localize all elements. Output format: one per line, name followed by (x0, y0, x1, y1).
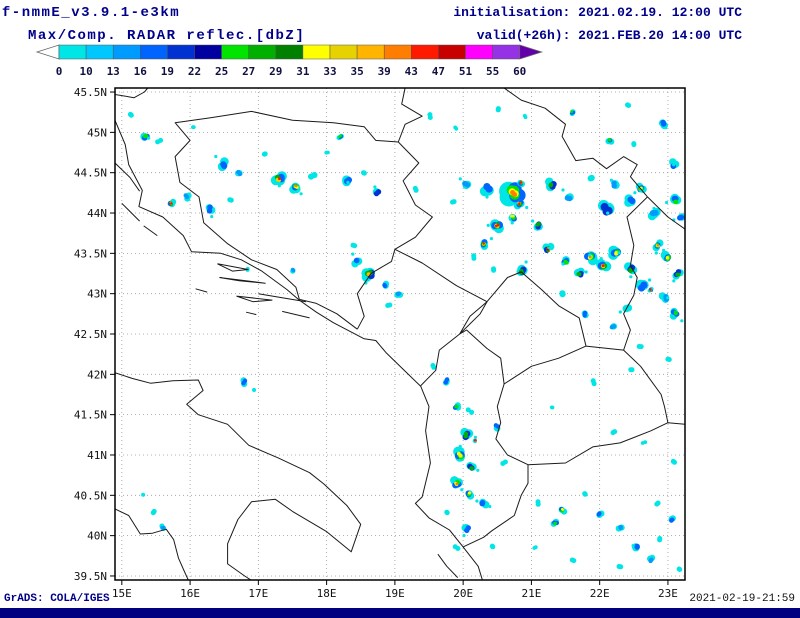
colorbar-legend: 0 10 13 16 19 22 25 27 29 31 33 35 39 43 47 51 55 60 (35, 44, 544, 78)
svg-text:45.5N: 45.5N (74, 86, 107, 99)
svg-text:16E: 16E (180, 587, 200, 600)
valid-time-label: valid(+26h): 2021.FEB.20 14:00 UTC (476, 28, 742, 43)
svg-text:51: 51 (459, 65, 473, 78)
svg-text:22E: 22E (590, 587, 610, 600)
svg-text:20E: 20E (453, 587, 473, 600)
model-version-label: rf-nmmE_v3.9.1-e3km (0, 5, 181, 21)
svg-text:55: 55 (486, 65, 499, 78)
grads-credit: GrADS: COLA/IGES (4, 593, 110, 605)
svg-text:47: 47 (432, 65, 445, 78)
svg-text:44N: 44N (87, 207, 107, 220)
svg-text:43N: 43N (87, 288, 107, 301)
svg-text:33: 33 (323, 65, 336, 78)
svg-text:17E: 17E (248, 587, 268, 600)
svg-text:29: 29 (269, 65, 282, 78)
initialisation-label: initialisation: 2021.02.19. 12:00 UTC (453, 5, 742, 20)
svg-text:22: 22 (188, 65, 201, 78)
svg-text:31: 31 (296, 65, 310, 78)
svg-text:21E: 21E (521, 587, 541, 600)
svg-text:43.5N: 43.5N (74, 247, 107, 260)
plot-timestamp: 2021-02-19-21:59 (689, 593, 795, 605)
bottom-bar (0, 608, 800, 618)
svg-text:25: 25 (215, 65, 228, 78)
svg-text:60: 60 (513, 65, 526, 78)
svg-text:41.5N: 41.5N (74, 409, 107, 422)
svg-text:13: 13 (107, 65, 120, 78)
svg-text:44.5N: 44.5N (74, 167, 107, 180)
svg-text:40N: 40N (87, 530, 107, 543)
svg-text:0: 0 (56, 65, 63, 78)
svg-text:18E: 18E (317, 587, 337, 600)
svg-text:42N: 42N (87, 368, 107, 381)
svg-text:19E: 19E (385, 587, 405, 600)
svg-text:16: 16 (134, 65, 148, 78)
svg-text:41N: 41N (87, 449, 107, 462)
svg-text:39: 39 (378, 65, 391, 78)
svg-text:27: 27 (242, 65, 255, 78)
svg-text:42.5N: 42.5N (74, 328, 107, 341)
svg-text:40.5N: 40.5N (74, 489, 107, 502)
svg-text:15E: 15E (112, 587, 132, 600)
svg-text:43: 43 (405, 65, 418, 78)
svg-text:23E: 23E (658, 587, 678, 600)
svg-text:35: 35 (350, 65, 363, 78)
product-title: Max/Comp. RADAR reflec.[dbZ] (28, 28, 306, 44)
svg-text:39.5N: 39.5N (74, 570, 107, 583)
svg-text:19: 19 (161, 65, 174, 78)
svg-text:10: 10 (79, 65, 92, 78)
svg-text:45N: 45N (87, 126, 107, 139)
